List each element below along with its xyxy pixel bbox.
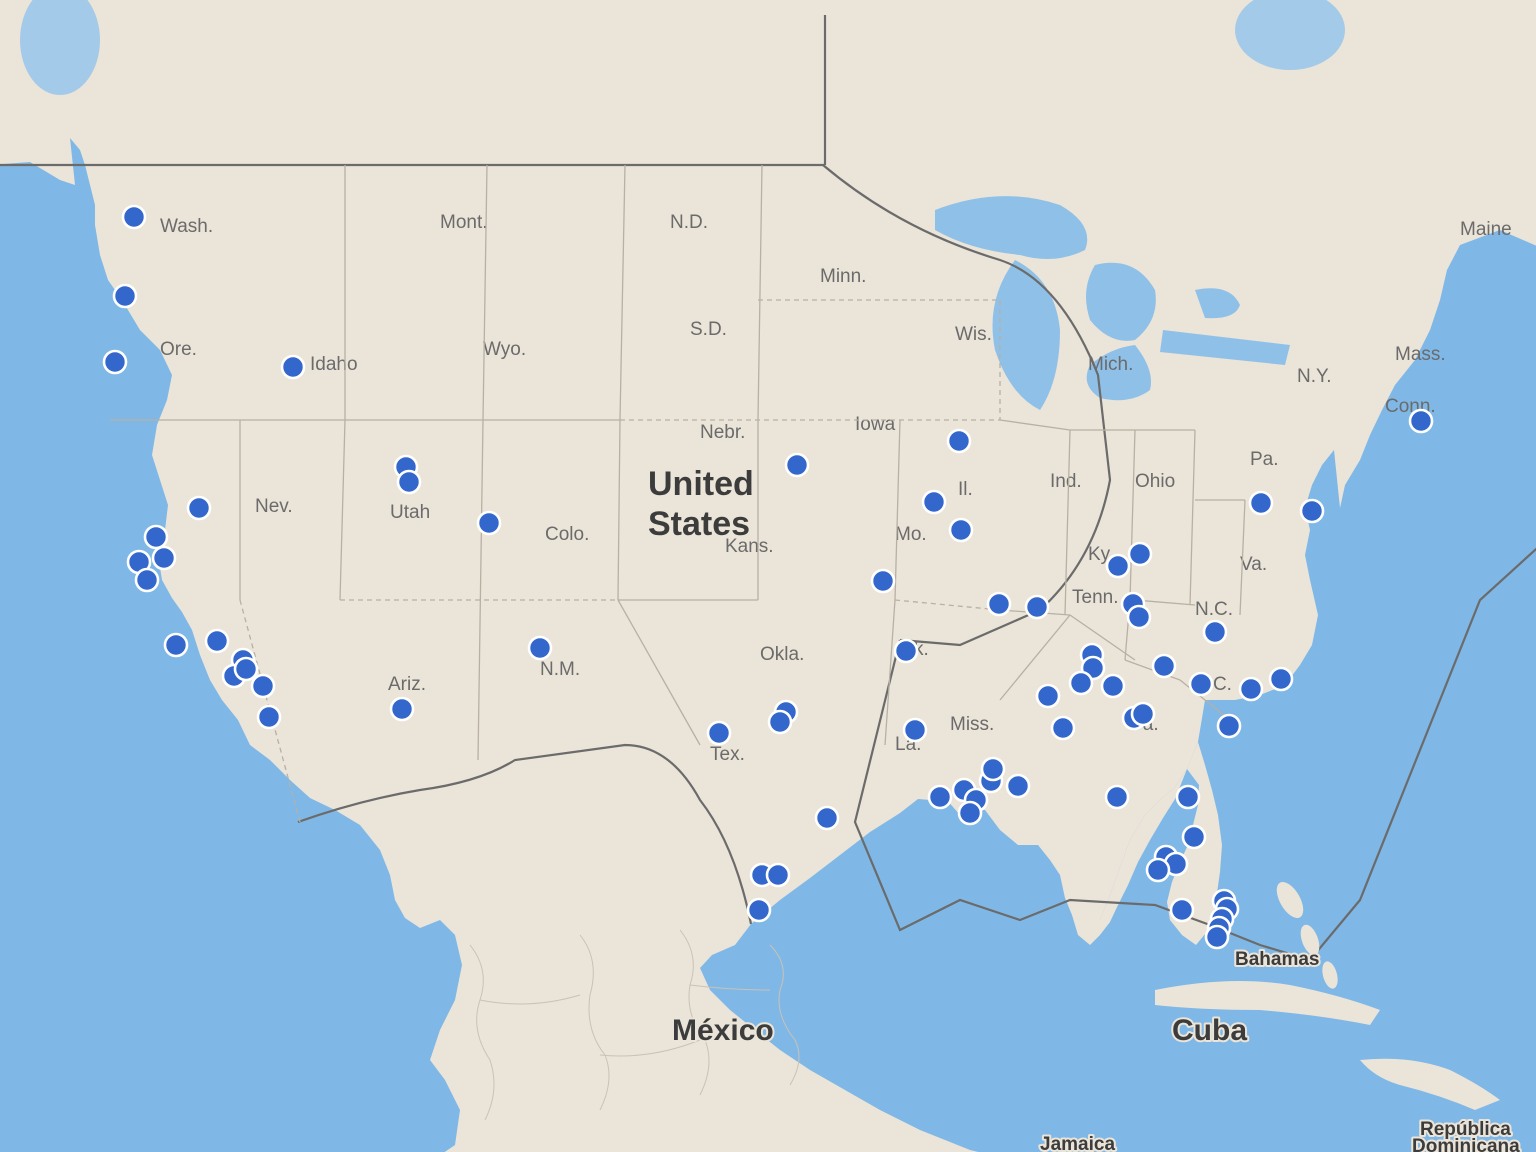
svg-text:Ore.: Ore. <box>160 339 197 360</box>
svg-text:Mont.: Mont. <box>440 212 488 233</box>
svg-text:Ind.: Ind. <box>1050 471 1082 492</box>
svg-text:N.D.: N.D. <box>670 212 708 233</box>
svg-text:México: México <box>672 1014 774 1047</box>
svg-text:Okla.: Okla. <box>760 644 804 665</box>
svg-text:Wyo.: Wyo. <box>483 339 526 360</box>
svg-text:Wash.: Wash. <box>160 216 213 237</box>
svg-text:Iowa: Iowa <box>855 414 896 435</box>
svg-text:Kans.: Kans. <box>725 536 774 557</box>
svg-text:N.Y.: N.Y. <box>1297 366 1332 387</box>
svg-text:Colo.: Colo. <box>545 524 589 545</box>
svg-text:S.D.: S.D. <box>690 319 727 340</box>
svg-text:Jamaica: Jamaica <box>1040 1134 1115 1152</box>
svg-text:Idaho: Idaho <box>310 354 358 375</box>
svg-text:Minn.: Minn. <box>820 266 866 287</box>
svg-text:Utah: Utah <box>390 502 430 523</box>
svg-text:Il.: Il. <box>958 479 973 500</box>
svg-text:Miss.: Miss. <box>950 714 994 735</box>
svg-text:Nev.: Nev. <box>255 496 293 517</box>
svg-text:Pa.: Pa. <box>1250 449 1279 470</box>
svg-text:N.C.: N.C. <box>1195 599 1233 620</box>
svg-text:N.M.: N.M. <box>540 659 580 680</box>
svg-text:Cuba: Cuba <box>1172 1014 1247 1047</box>
svg-text:Mass.: Mass. <box>1395 344 1446 365</box>
svg-text:Nebr.: Nebr. <box>700 422 745 443</box>
svg-text:Ariz.: Ariz. <box>388 674 426 695</box>
svg-text:Bahamas: Bahamas <box>1235 949 1320 970</box>
svg-text:Mo.: Mo. <box>895 524 927 545</box>
svg-text:United: United <box>648 465 754 503</box>
svg-text:Mich.: Mich. <box>1088 354 1133 375</box>
svg-text:Wis.: Wis. <box>955 324 992 345</box>
svg-text:Tenn.: Tenn. <box>1072 587 1118 608</box>
svg-text:Dominicana: Dominicana <box>1412 1136 1520 1152</box>
svg-text:Va.: Va. <box>1240 554 1267 575</box>
svg-text:Ohio: Ohio <box>1135 471 1175 492</box>
svg-text:Maine: Maine <box>1460 219 1512 240</box>
svg-text:Tex.: Tex. <box>710 744 745 765</box>
